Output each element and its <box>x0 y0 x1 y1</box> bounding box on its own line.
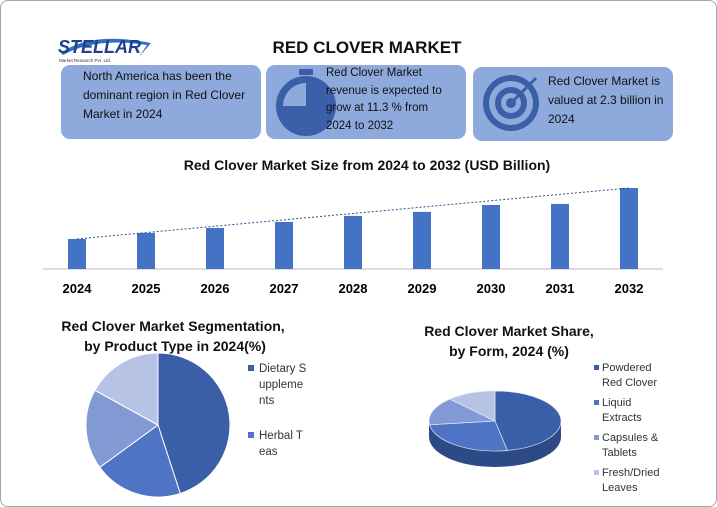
info-text: Red Clover Market revenue is expected to… <box>326 67 442 132</box>
chart-title-line: by Product Type in 2024(%) <box>84 338 266 354</box>
bar <box>206 227 224 269</box>
main-title: RED CLOVER MARKET <box>273 38 463 57</box>
info-text: North America has been the dominant regi… <box>83 69 246 121</box>
pie-slice <box>85 389 159 469</box>
pie-slice <box>94 352 159 426</box>
bar <box>275 221 293 269</box>
pie-slice <box>494 390 562 451</box>
x-tick-label: 2029 <box>408 281 437 296</box>
pie-slice <box>157 352 231 495</box>
chart-title: Red Clover Market Share, by Form, 2024 (%… <box>424 323 594 359</box>
logo-subtitle: Market Research Pvt. Ltd. <box>59 58 111 63</box>
legend-marker <box>248 365 254 371</box>
x-tick-label: 2025 <box>132 281 161 296</box>
x-tick-label: 2027 <box>270 281 299 296</box>
target-icon <box>483 75 539 131</box>
legend-label: Dietary Supplements <box>259 363 307 407</box>
chart-title-line: Red Clover Market Segmentation, <box>61 318 288 334</box>
logo-swoosh <box>61 38 151 57</box>
pie-slice <box>429 420 508 452</box>
bar <box>551 203 569 269</box>
info-box: Red Clover Market revenue is expected to… <box>266 65 466 139</box>
x-tick-label: 2031 <box>546 281 575 296</box>
logo: STELLAR Market Research Pvt. Ltd. <box>58 37 151 63</box>
legend-label: Herbal Teas <box>259 430 303 458</box>
x-tick-label: 2026 <box>201 281 230 296</box>
bar <box>68 238 86 269</box>
legend-label: Liquid Extracts <box>602 397 642 424</box>
bar <box>620 188 638 269</box>
legend-label: Fresh/Dried Leaves <box>602 467 660 494</box>
legend-marker <box>248 432 254 438</box>
legend-marker <box>594 470 599 475</box>
chart-title-line: Red Clover Market Share, <box>424 323 594 339</box>
pie-slice <box>428 398 497 426</box>
bar <box>344 215 362 269</box>
pie-slice <box>448 390 496 422</box>
x-tick-label: 2028 <box>339 281 368 296</box>
info-box: North America has been the dominant regi… <box>61 65 261 139</box>
chart-title-line: by Form, 2024 (%) <box>449 343 569 359</box>
info-box: Red Clover Market is valued at 2.3 billi… <box>473 67 673 141</box>
bar <box>137 232 155 269</box>
pie-slice <box>99 424 181 498</box>
legend-label: Powdered Red Clover <box>602 362 658 389</box>
legend-marker <box>594 365 599 370</box>
x-tick-label: 2032 <box>615 281 644 296</box>
legend-marker <box>594 400 599 405</box>
chart-title: Red Clover Market Size from 2024 to 2032… <box>184 157 550 173</box>
legend-marker <box>594 435 599 440</box>
chart-title: Red Clover Market Segmentation, by Produ… <box>61 318 288 354</box>
x-tick-label: 2024 <box>63 281 93 296</box>
trend-line <box>76 187 630 240</box>
x-tick-label: 2030 <box>477 281 506 296</box>
bar <box>482 204 500 269</box>
stopwatch-icon <box>276 69 336 136</box>
logo-text: STELLAR <box>58 37 141 57</box>
info-text: Red Clover Market is valued at 2.3 billi… <box>548 74 664 126</box>
bar <box>413 211 431 269</box>
legend-label: Capsules & Tablets <box>602 432 659 459</box>
